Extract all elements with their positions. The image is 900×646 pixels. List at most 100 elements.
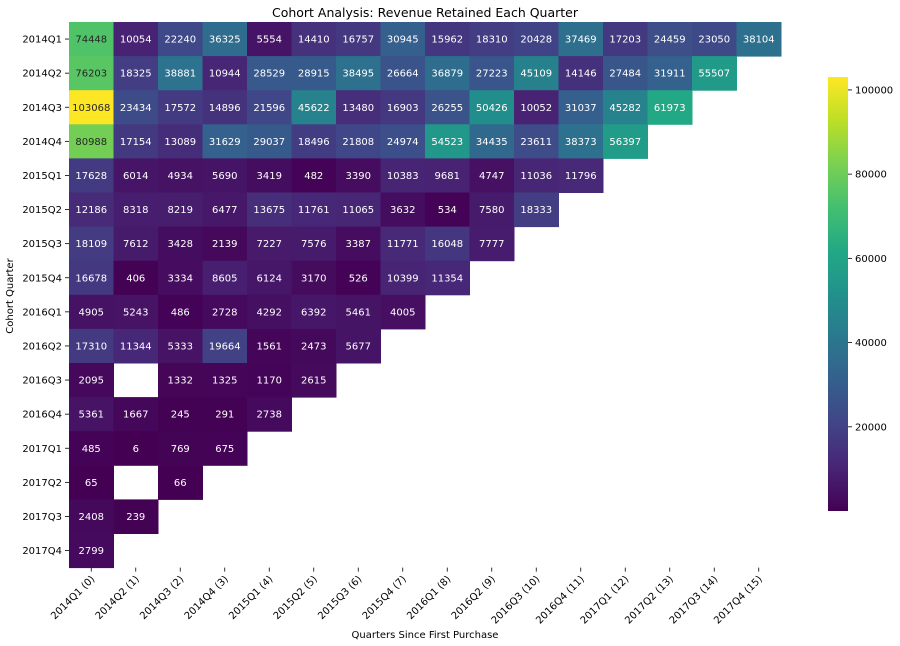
cell-value-label: 80988 (75, 137, 107, 148)
cell-value-label: 56397 (609, 137, 641, 148)
heatmap-cell (69, 192, 114, 228)
cell-value-label: 11771 (387, 239, 419, 250)
cell-value-label: 34435 (476, 137, 508, 148)
cell-value-label: 103068 (72, 103, 110, 114)
heatmap-cell (291, 22, 337, 57)
cell-value-label: 11761 (298, 205, 330, 216)
cell-value-label: 38495 (342, 69, 374, 80)
cell-value-label: 54523 (431, 137, 463, 148)
cell-value-label: 3170 (301, 273, 326, 284)
cell-value-label: 1332 (168, 376, 193, 387)
heatmap-cell (425, 260, 470, 296)
heatmap-cell (425, 192, 470, 228)
colorbar-tick-label: 20000 (855, 422, 887, 433)
cell-value-label: 486 (171, 307, 190, 318)
cell-value-label: 482 (304, 171, 323, 182)
y-tick-label: 2016Q4 (22, 410, 62, 421)
cell-value-label: 406 (126, 273, 145, 284)
cell-value-label: 7580 (479, 205, 504, 216)
cell-value-label: 1667 (123, 410, 148, 421)
cell-value-label: 18325 (120, 69, 152, 80)
heatmap-cell (603, 90, 648, 125)
cell-value-label: 245 (171, 410, 190, 421)
cell-value-label: 22240 (164, 35, 196, 46)
cell-value-label: 291 (215, 410, 234, 421)
heatmap-cell (247, 363, 292, 398)
heatmap-cell (558, 22, 604, 57)
cell-value-label: 65 (85, 478, 98, 489)
cell-value-label: 27484 (609, 69, 641, 80)
y-tick-label: 2015Q3 (22, 239, 62, 250)
heatmap-cell (69, 397, 114, 432)
cell-value-label: 23050 (698, 35, 730, 46)
heatmap-cell (202, 260, 248, 296)
cell-value-label: 31911 (654, 69, 686, 80)
cell-value-label: 6392 (301, 307, 326, 318)
heatmap-cell (291, 192, 337, 228)
heatmap-cell (158, 22, 203, 57)
cell-value-label: 4934 (168, 171, 193, 182)
cell-value-label: 18109 (75, 239, 107, 250)
heatmap-cell (336, 56, 381, 91)
cell-value-label: 5461 (346, 307, 371, 318)
heatmap-cell (336, 260, 381, 296)
heatmap-cell (158, 192, 203, 228)
cell-value-label: 19664 (209, 341, 241, 352)
heatmap-cell (291, 90, 337, 125)
cell-value-label: 27223 (476, 69, 508, 80)
cell-value-label: 45622 (298, 103, 330, 114)
heatmap-cell (247, 192, 292, 228)
heatmap-cell (69, 499, 114, 534)
heatmap-cell (558, 158, 604, 193)
heatmap-cell (380, 260, 426, 296)
y-tick-label: 2017Q3 (22, 512, 62, 523)
heatmap-cell (113, 431, 159, 466)
heatmap-cell (336, 328, 381, 364)
heatmap-cell (113, 260, 159, 296)
y-tick-label: 2017Q2 (22, 478, 62, 489)
cell-value-label: 6477 (212, 205, 237, 216)
cell-value-label: 17154 (120, 137, 152, 148)
x-tick-label: 2014Q3 (2) (138, 574, 186, 622)
y-tick-label: 2017Q1 (22, 444, 62, 455)
heatmap-cell (469, 226, 515, 262)
colorbar-gradient (828, 77, 848, 511)
heatmap-cell (514, 158, 559, 193)
x-tick-label: 2014Q2 (1) (94, 574, 142, 622)
heatmap-cell (113, 294, 159, 330)
cell-value-label: 28529 (253, 69, 285, 80)
colorbar: 20000 40000 60000 80000 100000 (828, 77, 893, 511)
cell-value-label: 17628 (75, 171, 107, 182)
heatmap-cell (425, 124, 470, 159)
heatmap-cell (69, 158, 114, 193)
cell-value-label: 38104 (743, 35, 775, 46)
cell-value-label: 11065 (342, 205, 374, 216)
heatmap-cell (113, 22, 159, 57)
cell-value-label: 23611 (520, 137, 552, 148)
cell-value-label: 8219 (168, 205, 193, 216)
cell-value-label: 485 (82, 444, 101, 455)
cell-value-label: 21596 (253, 103, 285, 114)
cell-value-label: 45109 (520, 69, 552, 80)
cell-value-label: 3390 (346, 171, 371, 182)
chart-title: Cohort Analysis: Revenue Retained Each Q… (272, 5, 579, 20)
cell-value-label: 20428 (520, 35, 552, 46)
heatmap-cell (113, 397, 159, 432)
heatmap-cell (202, 431, 248, 466)
heatmap-cell (113, 56, 159, 91)
heatmap-cell (514, 56, 559, 91)
cell-value-label: 2473 (301, 341, 326, 352)
cell-value-label: 5361 (79, 410, 104, 421)
cell-value-label: 37469 (565, 35, 597, 46)
cell-value-label: 74448 (75, 35, 107, 46)
heatmap-cell (291, 226, 337, 262)
heatmap-cell (291, 124, 337, 159)
heatmap-cell (158, 158, 203, 193)
cell-value-label: 5333 (168, 341, 193, 352)
heatmap-cell (336, 226, 381, 262)
cell-value-label: 7227 (257, 239, 282, 250)
heatmap-cell (603, 22, 648, 57)
heatmap-cell (202, 328, 248, 364)
heatmap-cell (291, 56, 337, 91)
heatmap-cell (469, 22, 515, 57)
